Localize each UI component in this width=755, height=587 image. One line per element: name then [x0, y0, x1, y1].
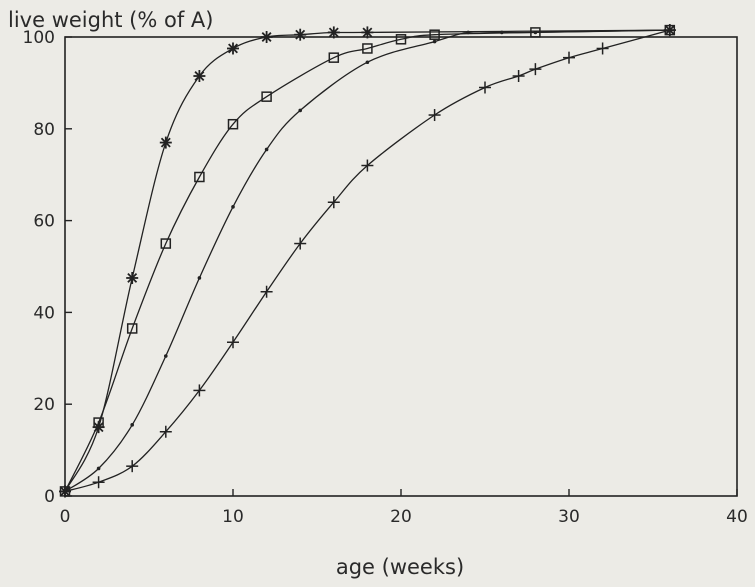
dot-marker [298, 108, 303, 113]
series-line [64, 29, 670, 493]
series-line [64, 29, 670, 492]
square-marker [328, 52, 340, 63]
square-marker [227, 118, 239, 130]
plus-marker [92, 476, 105, 489]
series-layer [59, 24, 676, 498]
square-marker [126, 323, 138, 334]
series-dot [63, 28, 672, 494]
asterisk-marker [159, 136, 172, 149]
series-asterisk [59, 24, 676, 498]
x-tick-label: 10 [222, 507, 244, 527]
dot-marker [432, 39, 437, 44]
square-marker [362, 43, 373, 54]
dot-marker [264, 147, 269, 152]
y-tick-label: 0 [44, 487, 55, 507]
plus-marker [563, 51, 575, 64]
dot-marker [533, 30, 538, 35]
plus-marker [159, 425, 172, 438]
square-marker [395, 34, 407, 45]
plus-marker [327, 196, 340, 209]
y-tick-label: 20 [33, 395, 55, 415]
dot-marker [466, 30, 471, 35]
dot-marker [96, 466, 101, 471]
asterisk-marker [227, 42, 239, 55]
asterisk-marker [294, 28, 307, 41]
y-tick-label: 60 [33, 212, 55, 232]
plus-marker [59, 485, 71, 498]
dot-marker [130, 423, 134, 427]
asterisk-marker [260, 31, 273, 43]
plus-marker [361, 159, 374, 172]
plus-marker [294, 237, 307, 250]
plus-marker [512, 70, 525, 83]
x-tick-label: 40 [726, 507, 748, 527]
dot-marker [500, 30, 504, 35]
plus-marker [260, 285, 273, 298]
asterisk-marker [361, 26, 374, 39]
x-tick-label: 20 [390, 507, 412, 527]
asterisk-marker [327, 26, 340, 39]
series-plus [59, 24, 676, 498]
x-tick-label: 30 [558, 507, 580, 527]
plus-marker [596, 42, 609, 55]
dot-marker [197, 276, 202, 280]
dot-marker [365, 60, 370, 65]
x-axis-title: age (weeks) [336, 555, 464, 579]
y-tick-label: 100 [23, 28, 55, 48]
asterisk-marker [126, 271, 139, 284]
plus-marker [663, 24, 676, 37]
series-line [64, 29, 670, 492]
series-line [64, 29, 670, 492]
square-marker [160, 238, 172, 249]
y-tick-label: 80 [33, 120, 55, 140]
x-tick-label: 0 [60, 507, 71, 527]
dot-marker [164, 354, 168, 358]
plus-marker [428, 109, 441, 122]
x-axis-ticks: 0 10 20 30 40 [60, 489, 748, 527]
series-square [59, 24, 676, 497]
plus-marker [479, 81, 491, 94]
plus-marker [193, 384, 206, 397]
plus-marker [126, 460, 139, 473]
square-marker [429, 29, 440, 40]
y-axis-title: live weight (% of A) [8, 8, 213, 32]
square-marker [194, 171, 205, 183]
plus-marker [529, 63, 542, 76]
y-axis-ticks: 0 20 40 60 80 100 [23, 28, 72, 507]
asterisk-marker [193, 70, 206, 83]
square-marker [261, 91, 272, 102]
dot-marker [231, 205, 235, 209]
y-tick-label: 40 [33, 303, 55, 323]
square-marker [93, 417, 104, 428]
plus-marker [227, 336, 239, 349]
